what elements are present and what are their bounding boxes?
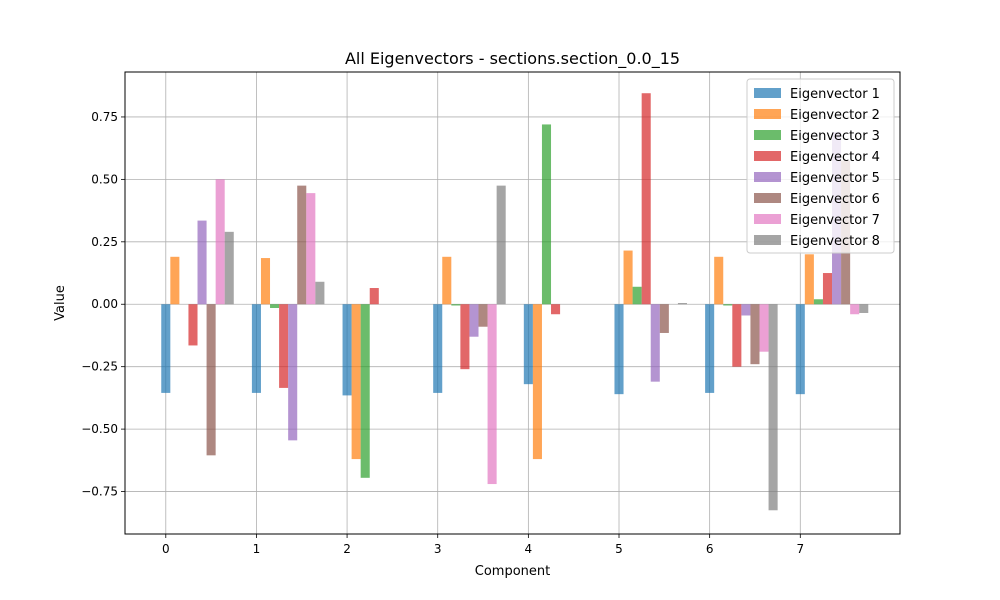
legend-label: Eigenvector 1 bbox=[790, 87, 880, 102]
bar-eigenvector-4-component-3 bbox=[460, 304, 470, 370]
bar-eigenvector-6-component-0 bbox=[206, 304, 216, 456]
bar-eigenvector-5-component-0 bbox=[197, 220, 207, 305]
bar-eigenvector-6-component-3 bbox=[478, 304, 488, 327]
bar-eigenvector-4-component-4 bbox=[551, 304, 561, 315]
bar-eigenvector-1-component-1 bbox=[251, 304, 261, 393]
bar-eigenvector-3-component-7 bbox=[813, 299, 823, 305]
legend-swatch bbox=[754, 235, 781, 245]
bar-eigenvector-8-component-0 bbox=[224, 231, 234, 305]
bar-eigenvector-8-component-5 bbox=[677, 303, 687, 305]
y-tick-label: −0.25 bbox=[81, 360, 118, 374]
bar-eigenvector-1-component-6 bbox=[705, 304, 715, 393]
bar-eigenvector-4-component-2 bbox=[369, 288, 379, 305]
bar-eigenvector-3-component-3 bbox=[451, 304, 461, 306]
bars-layer bbox=[161, 93, 869, 511]
y-tick-label: −0.50 bbox=[81, 422, 118, 436]
legend-label: Eigenvector 8 bbox=[790, 234, 880, 249]
bar-eigenvector-7-component-0 bbox=[215, 179, 225, 305]
bar-eigenvector-6-component-6 bbox=[750, 304, 760, 365]
legend-box bbox=[746, 78, 895, 254]
bar-eigenvector-2-component-0 bbox=[170, 256, 180, 305]
x-tick-label: 1 bbox=[253, 542, 261, 556]
legend-label: Eigenvector 5 bbox=[790, 171, 880, 186]
bar-eigenvector-2-component-3 bbox=[442, 256, 452, 305]
bar-eigenvector-1-component-4 bbox=[523, 304, 533, 385]
bar-eigenvector-2-component-1 bbox=[260, 258, 271, 305]
bar-eigenvector-3-component-5 bbox=[632, 286, 642, 305]
bar-eigenvector-1-component-0 bbox=[161, 304, 171, 393]
bar-eigenvector-7-component-3 bbox=[487, 304, 497, 485]
bar-eigenvector-1-component-5 bbox=[614, 304, 624, 395]
y-tick-label: 0.75 bbox=[91, 110, 118, 124]
bar-eigenvector-7-component-7 bbox=[850, 304, 860, 315]
legend-swatch bbox=[754, 172, 781, 182]
bar-eigenvector-6-component-1 bbox=[297, 185, 307, 305]
bar-eigenvector-5-component-6 bbox=[741, 304, 751, 316]
bar-eigenvector-3-component-6 bbox=[723, 304, 733, 306]
bar-eigenvector-6-component-5 bbox=[659, 304, 669, 333]
x-tick-label: 0 bbox=[162, 542, 170, 556]
bar-eigenvector-4-component-1 bbox=[279, 304, 289, 388]
x-tick-label: 6 bbox=[706, 542, 714, 556]
legend-label: Eigenvector 4 bbox=[790, 150, 880, 165]
bar-eigenvector-8-component-7 bbox=[859, 304, 869, 313]
legend-label: Eigenvector 7 bbox=[790, 213, 880, 228]
legend-label: Eigenvector 2 bbox=[790, 108, 880, 123]
legend: Eigenvector 1 Eigenvector 2 Eigenvector 3 E… bbox=[746, 78, 895, 254]
bar-eigenvector-4-component-5 bbox=[641, 93, 651, 305]
x-tick-label: 2 bbox=[343, 542, 351, 556]
bar-eigenvector-7-component-6 bbox=[759, 304, 769, 352]
bar-eigenvector-4-component-6 bbox=[732, 304, 742, 367]
bar-eigenvector-2-component-4 bbox=[532, 304, 542, 460]
bar-eigenvector-4-component-0 bbox=[188, 304, 198, 346]
bar-eigenvector-1-component-7 bbox=[795, 304, 805, 395]
bar-eigenvector-5-component-1 bbox=[288, 304, 298, 441]
bar-eigenvector-3-component-1 bbox=[270, 304, 280, 308]
x-tick-label: 5 bbox=[615, 542, 623, 556]
bar-eigenvector-8-component-6 bbox=[768, 304, 778, 511]
bar-eigenvector-8-component-1 bbox=[315, 281, 325, 305]
x-tick-label: 3 bbox=[434, 542, 442, 556]
bar-eigenvector-2-component-5 bbox=[623, 250, 633, 305]
bar-eigenvector-3-component-2 bbox=[360, 304, 370, 478]
bar-eigenvector-5-component-3 bbox=[469, 304, 479, 337]
bar-eigenvector-5-component-5 bbox=[650, 304, 660, 382]
legend-label: Eigenvector 3 bbox=[790, 129, 880, 144]
legend-swatch bbox=[754, 214, 781, 224]
legend-swatch bbox=[754, 193, 781, 203]
bar-eigenvector-2-component-7 bbox=[804, 254, 814, 305]
y-tick-label: 0.50 bbox=[91, 172, 118, 186]
y-tick-label: 0.25 bbox=[91, 235, 118, 249]
bar-eigenvector-3-component-4 bbox=[541, 124, 552, 305]
y-tick-label: 0.00 bbox=[91, 297, 118, 311]
legend-swatch bbox=[754, 88, 781, 98]
y-tick-label: −0.75 bbox=[81, 485, 118, 499]
plot-frame bbox=[124, 71, 901, 535]
legend-swatch bbox=[754, 130, 781, 140]
x-axis-label: Component bbox=[475, 564, 550, 579]
chart-title: All Eigenvectors - sections.section_0.0_… bbox=[345, 49, 680, 69]
legend-swatch bbox=[754, 109, 781, 119]
bar-eigenvector-2-component-2 bbox=[351, 304, 361, 460]
bar-eigenvector-1-component-2 bbox=[342, 304, 352, 396]
x-tick-label: 4 bbox=[525, 542, 533, 556]
ticks-layer: 0 1 2 3 4 5 6 7 −0.75 −0.50 −0.25 0.00 0.25 0.50 0.75 bbox=[81, 110, 804, 556]
bar-eigenvector-1-component-3 bbox=[433, 304, 443, 393]
legend-label: Eigenvector 6 bbox=[790, 192, 880, 207]
bar-eigenvector-7-component-1 bbox=[306, 193, 316, 305]
x-tick-label: 7 bbox=[796, 542, 804, 556]
legend-swatch bbox=[754, 151, 781, 161]
y-axis-label: Value bbox=[53, 285, 68, 321]
bar-eigenvector-8-component-3 bbox=[496, 185, 506, 305]
bar-eigenvector-2-component-6 bbox=[714, 256, 724, 305]
bar-eigenvector-4-component-7 bbox=[822, 273, 833, 305]
